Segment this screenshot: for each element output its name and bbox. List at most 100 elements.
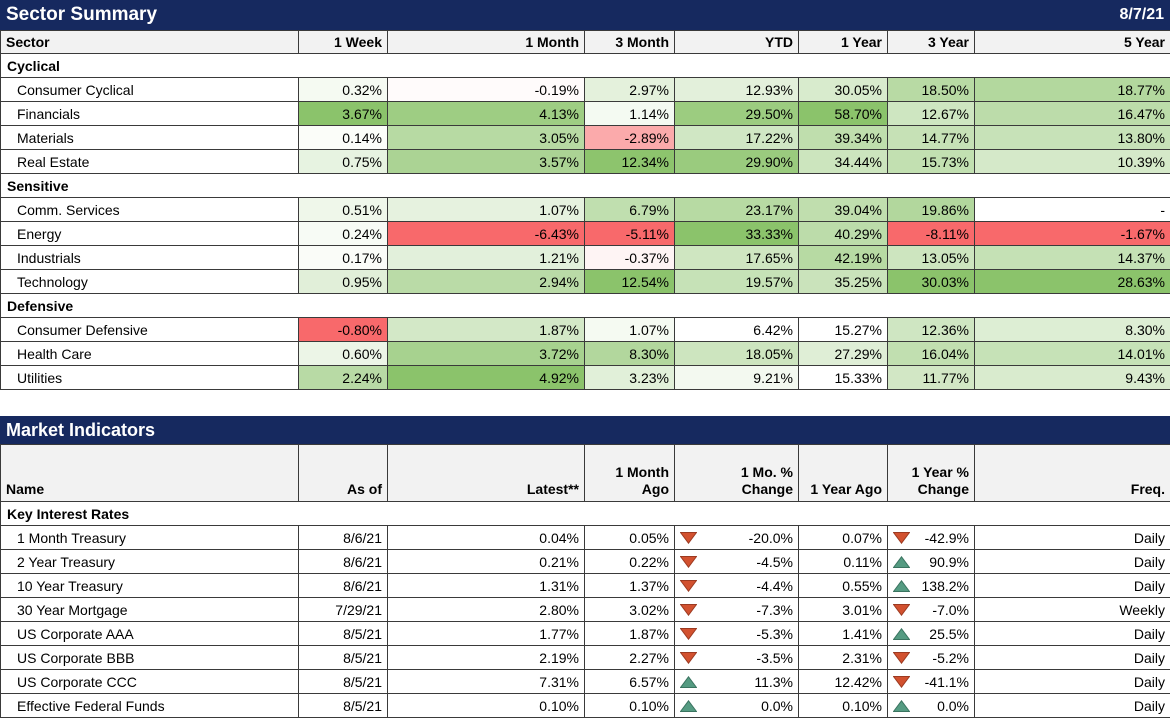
- sector-value-cell: 0.60%: [299, 342, 388, 366]
- section-gap: [0, 390, 1170, 416]
- column-header: YTD: [675, 31, 799, 54]
- freq-cell: Daily: [975, 694, 1170, 718]
- yr-change-cell: 138.2%: [888, 574, 975, 598]
- triangle-down-icon: [680, 628, 697, 640]
- sector-value-cell: 35.25%: [799, 270, 888, 294]
- sector-value-cell: -0.19%: [388, 78, 585, 102]
- indicator-name-cell: US Corporate CCC: [1, 670, 299, 694]
- indicator-name-cell: 2 Year Treasury: [1, 550, 299, 574]
- sector-value-cell: 33.33%: [675, 222, 799, 246]
- sector-value-cell: 17.65%: [675, 246, 799, 270]
- month-ago-cell: 2.27%: [585, 646, 675, 670]
- month-ago-cell: 3.02%: [585, 598, 675, 622]
- sector-summary-title-bar: Sector Summary 8/7/21: [0, 0, 1170, 30]
- triangle-down-icon: [680, 580, 697, 592]
- sector-value-cell: 0.14%: [299, 126, 388, 150]
- sector-value-cell: 18.05%: [675, 342, 799, 366]
- sector-value-cell: 12.93%: [675, 78, 799, 102]
- market-indicators-title-bar: Market Indicators: [0, 416, 1170, 444]
- sector-value-cell: -5.11%: [585, 222, 675, 246]
- sector-name-cell: Technology: [1, 270, 299, 294]
- column-header: Freq.: [975, 445, 1170, 502]
- latest-cell: 2.19%: [388, 646, 585, 670]
- freq-cell: Daily: [975, 670, 1170, 694]
- indicator-name-cell: US Corporate BBB: [1, 646, 299, 670]
- sector-value-cell: 12.67%: [888, 102, 975, 126]
- sector-value-cell: 3.23%: [585, 366, 675, 390]
- sector-value-cell: 14.37%: [975, 246, 1170, 270]
- sector-name-cell: Financials: [1, 102, 299, 126]
- latest-cell: 2.80%: [388, 598, 585, 622]
- triangle-down-icon: [893, 532, 910, 544]
- as-of-cell: 8/6/21: [299, 526, 388, 550]
- sector-value-cell: 17.22%: [675, 126, 799, 150]
- mo-change-cell: -7.3%: [675, 598, 799, 622]
- sector-value-cell: 9.43%: [975, 366, 1170, 390]
- sector-value-cell: 12.54%: [585, 270, 675, 294]
- sector-value-cell: 30.05%: [799, 78, 888, 102]
- sector-value-cell: 15.27%: [799, 318, 888, 342]
- sector-value-cell: 29.90%: [675, 150, 799, 174]
- sector-summary-title: Sector Summary: [6, 4, 157, 26]
- triangle-up-icon: [893, 556, 910, 568]
- year-ago-cell: 2.31%: [799, 646, 888, 670]
- column-header: 1 Month: [388, 31, 585, 54]
- sector-value-cell: 6.42%: [675, 318, 799, 342]
- sector-value-cell: 19.86%: [888, 198, 975, 222]
- sector-value-cell: 2.94%: [388, 270, 585, 294]
- sector-value-cell: 3.72%: [388, 342, 585, 366]
- latest-cell: 7.31%: [388, 670, 585, 694]
- yr-change-cell: -5.2%: [888, 646, 975, 670]
- yr-change-cell: 0.0%: [888, 694, 975, 718]
- sector-value-cell: -1.67%: [975, 222, 1170, 246]
- column-header: 1 Year Ago: [799, 445, 888, 502]
- sector-value-cell: 6.79%: [585, 198, 675, 222]
- sector-value-cell: 12.34%: [585, 150, 675, 174]
- sector-name-cell: Utilities: [1, 366, 299, 390]
- latest-cell: 0.21%: [388, 550, 585, 574]
- sector-value-cell: 14.01%: [975, 342, 1170, 366]
- latest-cell: 0.04%: [388, 526, 585, 550]
- yr-change-cell: -41.1%: [888, 670, 975, 694]
- sector-value-cell: 11.77%: [888, 366, 975, 390]
- column-header: 5 Year: [975, 31, 1170, 54]
- mo-change-cell: -4.4%: [675, 574, 799, 598]
- indicator-name-cell: Effective Federal Funds: [1, 694, 299, 718]
- sector-value-cell: 18.77%: [975, 78, 1170, 102]
- sector-value-cell: 1.07%: [585, 318, 675, 342]
- sector-value-cell: 0.32%: [299, 78, 388, 102]
- freq-cell: Daily: [975, 526, 1170, 550]
- year-ago-cell: 0.11%: [799, 550, 888, 574]
- sector-value-cell: 3.67%: [299, 102, 388, 126]
- triangle-up-icon: [680, 676, 697, 688]
- sector-value-cell: 39.04%: [799, 198, 888, 222]
- sector-name-cell: Real Estate: [1, 150, 299, 174]
- sector-value-cell: 8.30%: [975, 318, 1170, 342]
- column-header: Sector: [1, 31, 299, 54]
- sector-name-cell: Consumer Cyclical: [1, 78, 299, 102]
- column-header: 1 Year: [799, 31, 888, 54]
- column-header: 3 Year: [888, 31, 975, 54]
- sector-name-cell: Health Care: [1, 342, 299, 366]
- freq-cell: Weekly: [975, 598, 1170, 622]
- sector-value-cell: 0.24%: [299, 222, 388, 246]
- sector-value-cell: 23.17%: [675, 198, 799, 222]
- sector-value-cell: 3.57%: [388, 150, 585, 174]
- sector-group-label: Cyclical: [1, 54, 1170, 78]
- as-of-cell: 8/5/21: [299, 694, 388, 718]
